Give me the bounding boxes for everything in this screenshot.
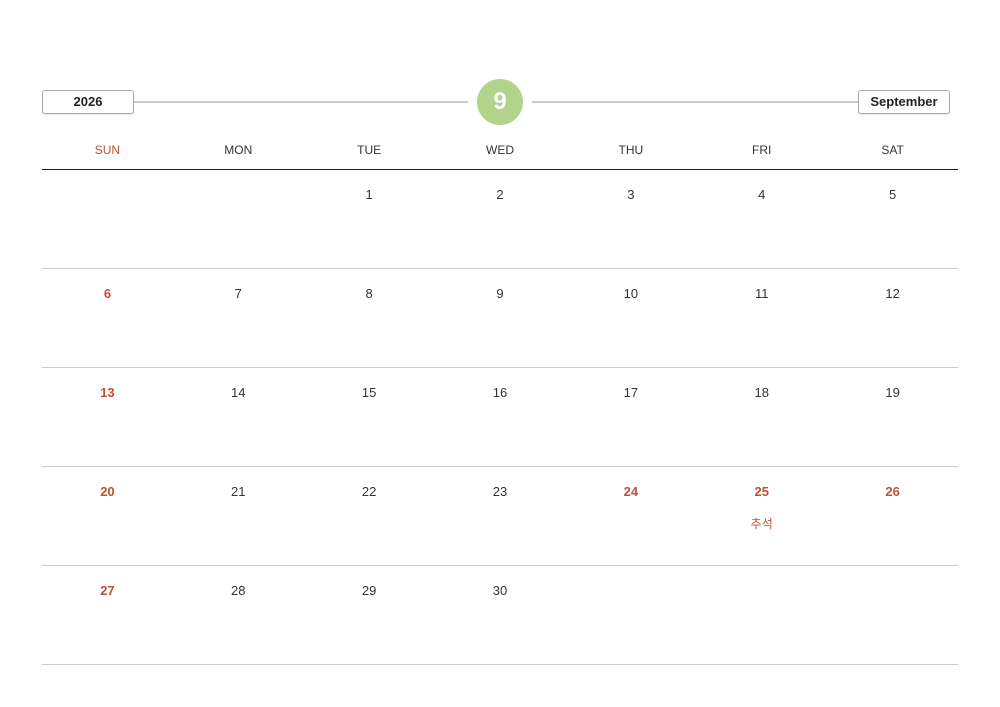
weekday-tue: TUE [357, 143, 382, 157]
day-cell[interactable]: 6 [42, 269, 173, 367]
month-name-label: September [858, 90, 950, 114]
day-number: 8 [365, 286, 373, 301]
weekday-mon: MON [224, 143, 253, 157]
day-cell[interactable]: 19 [827, 368, 958, 466]
day-cell[interactable]: 22 [304, 467, 435, 565]
day-number: 15 [361, 385, 377, 400]
month-number-badge: 9 [477, 79, 523, 125]
day-cell[interactable]: 7 [173, 269, 304, 367]
day-cell[interactable]: 4 [696, 170, 827, 268]
day-number: 21 [231, 484, 246, 499]
day-number: 28 [231, 583, 246, 598]
day-number: 26 [885, 484, 900, 499]
week-row: 13 14 15 16 17 18 19 [42, 368, 958, 467]
weekday-thu: THU [618, 143, 644, 157]
day-cell[interactable]: 23 [435, 467, 566, 565]
day-cell[interactable]: 28 [173, 566, 304, 664]
day-number: 23 [492, 484, 508, 499]
day-cell[interactable]: 8 [304, 269, 435, 367]
day-number: 16 [492, 385, 508, 400]
empty-cell [827, 566, 958, 664]
day-number: 13 [100, 385, 115, 400]
day-number: 11 [754, 286, 769, 301]
day-cell[interactable]: 27 [42, 566, 173, 664]
day-cell[interactable]: 12 [827, 269, 958, 367]
day-number: 27 [100, 583, 115, 598]
week-row: 6 7 8 9 10 11 12 [42, 269, 958, 368]
day-cell[interactable]: 25 추석 [696, 467, 827, 565]
day-number: 19 [885, 385, 900, 400]
day-number: 1 [365, 187, 373, 202]
day-number: 12 [885, 286, 900, 301]
day-number: 30 [492, 583, 508, 598]
weekday-fri: FRI [752, 143, 772, 157]
weekday-sun: SUN [94, 143, 121, 157]
day-cell[interactable]: 17 [565, 368, 696, 466]
day-number: 10 [623, 286, 639, 301]
weekday-wed: WED [486, 143, 514, 157]
weekday-header: SUN MON TUE WED THU FRI SAT [42, 140, 958, 170]
week-row: 20 21 22 23 24 25 추석 26 [42, 467, 958, 566]
weekday-sat: SAT [881, 143, 904, 157]
day-cell[interactable]: 9 [435, 269, 566, 367]
day-number: 14 [231, 385, 246, 400]
week-row: 27 28 29 30 [42, 566, 958, 665]
day-cell[interactable]: 18 [696, 368, 827, 466]
day-cell[interactable]: 15 [304, 368, 435, 466]
day-cell[interactable]: 24 [565, 467, 696, 565]
empty-cell [696, 566, 827, 664]
day-cell[interactable]: 16 [435, 368, 566, 466]
day-number: 22 [361, 484, 377, 499]
divider-line [134, 101, 468, 103]
day-number: 29 [361, 583, 377, 598]
day-number: 6 [103, 286, 112, 301]
day-number: 18 [754, 385, 769, 400]
day-number: 7 [234, 286, 242, 301]
day-number: 3 [627, 187, 635, 202]
day-number: 24 [623, 484, 639, 499]
day-number: 9 [496, 286, 504, 301]
day-cell[interactable]: 14 [173, 368, 304, 466]
year-label: 2026 [42, 90, 134, 114]
day-cell[interactable]: 2 [435, 170, 566, 268]
day-cell[interactable]: 21 [173, 467, 304, 565]
empty-cell [42, 170, 173, 268]
day-cell[interactable]: 26 [827, 467, 958, 565]
day-number: 25 [754, 484, 769, 499]
day-cell[interactable]: 13 [42, 368, 173, 466]
day-number: 5 [888, 187, 897, 202]
day-cell[interactable]: 5 [827, 170, 958, 268]
divider-line [532, 101, 858, 103]
day-cell[interactable]: 3 [565, 170, 696, 268]
week-row: 1 2 3 4 5 [42, 170, 958, 269]
day-number: 2 [496, 187, 504, 202]
day-cell[interactable]: 20 [42, 467, 173, 565]
empty-cell [173, 170, 304, 268]
day-number: 17 [623, 385, 639, 400]
calendar-header: 2026 9 September [42, 79, 950, 125]
day-number: 4 [758, 187, 766, 202]
day-cell[interactable]: 10 [565, 269, 696, 367]
day-number: 20 [100, 484, 115, 499]
empty-cell [565, 566, 696, 664]
holiday-label: 추석 [750, 517, 773, 531]
day-cell[interactable]: 29 [304, 566, 435, 664]
calendar-grid: 1 2 3 4 5 6 7 8 9 10 11 12 13 14 15 16 17 18 19 20 21 22 23 24 2… [42, 170, 958, 665]
day-cell[interactable]: 1 [304, 170, 435, 268]
day-cell[interactable]: 11 [696, 269, 827, 367]
day-cell[interactable]: 30 [435, 566, 566, 664]
